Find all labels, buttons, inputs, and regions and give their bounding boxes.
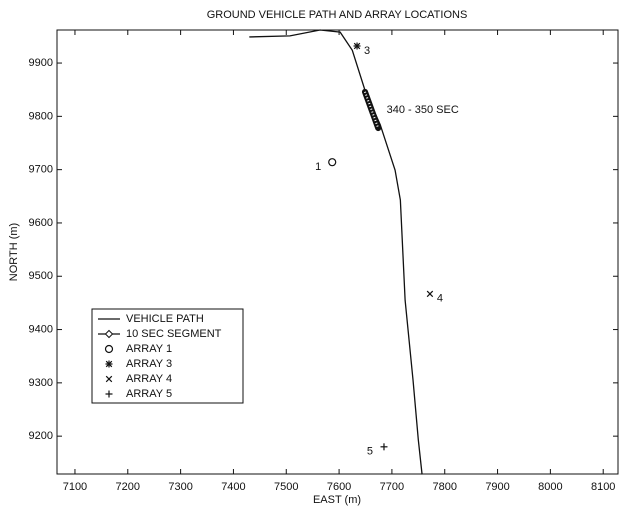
x-tick-label: 7500 xyxy=(274,481,298,493)
legend: VEHICLE PATH 10 SEC SEGMENT ARRAY 1 ARRAY 3… xyxy=(91,308,244,404)
legend-label: 10 SEC SEGMENT xyxy=(126,328,222,340)
legend-label: ARRAY 5 xyxy=(126,388,172,400)
legend-box xyxy=(91,308,244,404)
legend-label: ARRAY 4 xyxy=(126,373,172,385)
marker xyxy=(105,375,113,383)
plot-frame xyxy=(56,29,619,475)
marker-diamond xyxy=(104,329,114,339)
y-tick-label: 9400 xyxy=(29,323,53,335)
y-tick-label: 9500 xyxy=(29,270,53,282)
marker-stroke xyxy=(353,42,361,50)
marker-stroke xyxy=(105,360,113,368)
y-tick-label: 9300 xyxy=(29,377,53,389)
marker xyxy=(380,443,388,451)
legend-label: ARRAY 1 xyxy=(126,343,172,355)
marker-stroke xyxy=(105,375,113,383)
legend-label: VEHICLE PATH xyxy=(126,313,204,325)
x-tick-label: 8100 xyxy=(591,481,615,493)
x-tick-label: 7300 xyxy=(168,481,192,493)
marker-stroke xyxy=(426,290,434,298)
marker-circle xyxy=(104,344,114,354)
y-tick-label: 9800 xyxy=(29,110,53,122)
y-axis-label: NORTH (m) xyxy=(8,223,20,281)
marker xyxy=(104,329,114,339)
y-tick-label: 9700 xyxy=(29,164,53,176)
x-tick-label: 7400 xyxy=(221,481,245,493)
x-axis-label: EAST (m) xyxy=(313,494,361,506)
marker xyxy=(105,360,113,368)
annotation: 340 - 350 SEC xyxy=(387,104,459,116)
y-tick-label: 9200 xyxy=(29,430,53,442)
path-line xyxy=(249,29,423,475)
x-tick-label: 7200 xyxy=(116,481,140,493)
x-tick-label: 7700 xyxy=(380,481,404,493)
x-tick-label: 8000 xyxy=(538,481,562,493)
y-tick-label: 9600 xyxy=(29,217,53,229)
marker xyxy=(104,344,114,354)
segment-line xyxy=(361,88,382,132)
point-label: 5 xyxy=(367,446,373,458)
x-tick-label: 7600 xyxy=(327,481,351,493)
x-tick-label: 7800 xyxy=(432,481,456,493)
legend-label: ARRAY 3 xyxy=(126,358,172,370)
x-tick-label: 7100 xyxy=(63,481,87,493)
marker xyxy=(353,42,361,50)
marker-circle xyxy=(328,158,337,167)
chart-title: GROUND VEHICLE PATH AND ARRAY LOCATIONS xyxy=(207,9,468,21)
marker xyxy=(426,290,434,298)
point-label: 3 xyxy=(364,45,370,57)
segment-hatch xyxy=(364,91,380,129)
x-tick-label: 7900 xyxy=(485,481,509,493)
y-tick-label: 9900 xyxy=(29,57,53,69)
marker xyxy=(328,158,337,167)
point-label: 4 xyxy=(437,293,443,305)
marker xyxy=(105,390,113,398)
point-label: 1 xyxy=(315,161,321,173)
